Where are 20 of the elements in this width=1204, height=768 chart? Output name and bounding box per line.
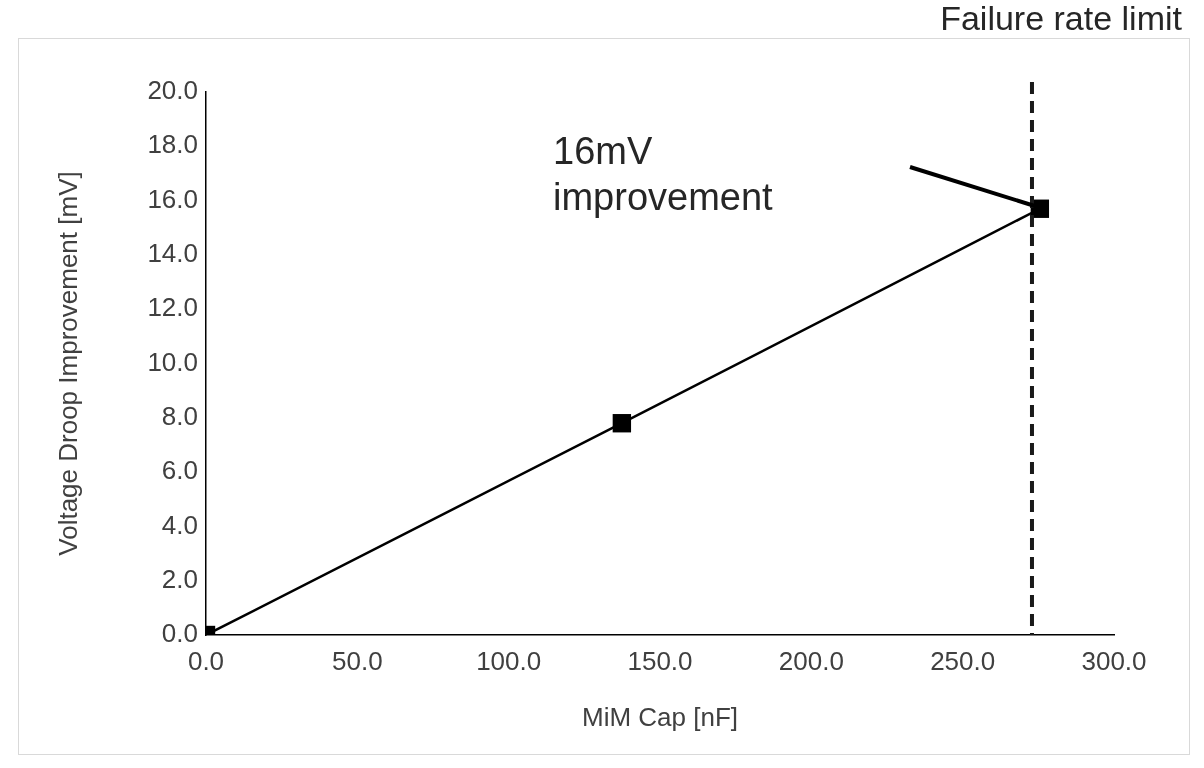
y-tick-label: 12.0 [147,292,198,323]
x-tick-label: 50.0 [332,645,383,676]
y-tick-label: 10.0 [147,346,198,377]
y-tick-label: 4.0 [161,509,198,540]
y-tick-label: 14.0 [147,238,198,269]
x-tick-label: 100.0 [476,645,542,676]
y-tick-label: 20.0 [147,75,198,106]
x-tick-label: 250.0 [930,645,996,676]
y-tick-label: 6.0 [161,455,198,486]
y-axis-title: Voltage Droop Improvement [mV] [52,171,83,556]
y-tick-label: 16.0 [147,183,198,214]
annotation: 16mV improvement [553,130,774,218]
y-tick-label: 8.0 [161,400,198,431]
x-tick-label: 300.0 [1081,645,1147,676]
x-tick-label: 150.0 [627,645,693,676]
ref-line-label: Failure rate limit [940,0,1183,37]
x-tick-label: 200.0 [778,645,844,676]
y-tick-label: 18.0 [147,129,198,160]
x-axis-title: MiM Cap [nF] [581,701,739,732]
y-tick-label: 2.0 [161,563,198,594]
